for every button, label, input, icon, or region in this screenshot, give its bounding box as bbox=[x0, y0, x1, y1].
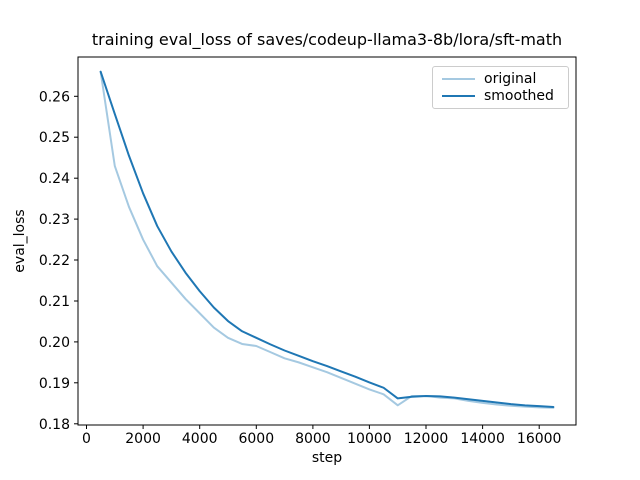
y-tick-label: 0.25 bbox=[39, 130, 70, 146]
series-layer bbox=[99, 70, 555, 409]
series-line-smoothed bbox=[99, 70, 555, 408]
x-tick-label: 0 bbox=[82, 431, 91, 447]
y-tick-label: 0.20 bbox=[39, 335, 70, 351]
legend-swatch-smoothed bbox=[442, 94, 475, 97]
x-tick-label: 8000 bbox=[295, 431, 331, 447]
x-tick-label: 4000 bbox=[182, 431, 218, 447]
y-tick-label: 0.18 bbox=[39, 417, 70, 433]
x-tick-label: 6000 bbox=[238, 431, 274, 447]
y-tick-label: 0.22 bbox=[39, 253, 70, 269]
x-tick-label: 12000 bbox=[404, 431, 449, 447]
y-tick-label: 0.23 bbox=[39, 212, 70, 228]
legend-entry-smoothed: smoothed bbox=[442, 88, 559, 104]
y-tick-label: 0.21 bbox=[39, 294, 70, 310]
legend: original smoothed bbox=[432, 66, 569, 109]
ticks-layer: 0 2000 4000 6000 8000 10000 12000 14000 16000 0.1… bbox=[39, 89, 562, 447]
x-tick-label: 10000 bbox=[347, 431, 392, 447]
y-tick-label: 0.19 bbox=[39, 376, 70, 392]
legend-label-smoothed: smoothed bbox=[484, 87, 554, 104]
y-tick-label: 0.26 bbox=[39, 89, 70, 105]
series-line-original bbox=[99, 70, 555, 409]
x-tick-label: 2000 bbox=[125, 431, 161, 447]
legend-entry-original: original bbox=[442, 71, 559, 87]
chart-title: training eval_loss of saves/codeup-llama… bbox=[92, 30, 562, 50]
y-tick-label: 0.24 bbox=[39, 171, 70, 187]
x-tick-label: 14000 bbox=[460, 431, 505, 447]
legend-label-original: original bbox=[484, 71, 537, 88]
plot-border bbox=[77, 56, 577, 426]
x-axis-label: step bbox=[312, 450, 342, 466]
y-axis-label: eval_loss bbox=[12, 209, 28, 272]
x-tick-label: 16000 bbox=[517, 431, 562, 447]
legend-swatch-original bbox=[442, 78, 475, 81]
